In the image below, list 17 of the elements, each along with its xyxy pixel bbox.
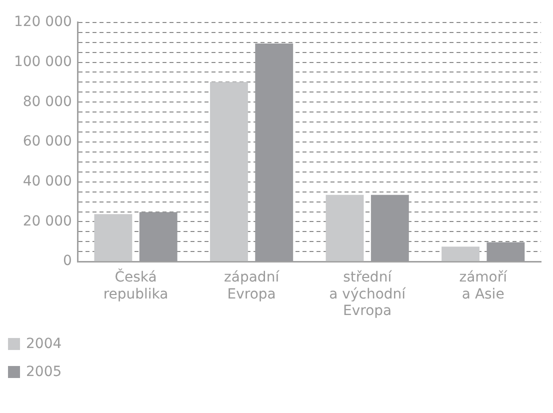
x-tick-label: západní Evropa	[224, 270, 280, 302]
y-tick-label: 40 000	[22, 174, 72, 190]
bar	[94, 214, 132, 262]
x-tick-label: střední a východní Evropa	[329, 270, 407, 320]
legend-label: 2004	[26, 336, 62, 352]
y-tick-label: 60 000	[22, 134, 72, 150]
bar	[442, 246, 480, 262]
legend-label: 2005	[26, 364, 62, 380]
y-tick-label: 0	[62, 253, 72, 270]
x-tick-label: Česká republika	[103, 268, 168, 302]
y-tick-label: 100 000	[14, 54, 72, 70]
bar	[210, 82, 248, 262]
y-tick-label: 120 000	[14, 14, 72, 30]
bar	[326, 194, 364, 262]
y-tick-label: 20 000	[22, 213, 72, 230]
x-tick-label: zámoří a Asie	[459, 270, 508, 302]
y-tick-label: 80 000	[22, 94, 72, 110]
